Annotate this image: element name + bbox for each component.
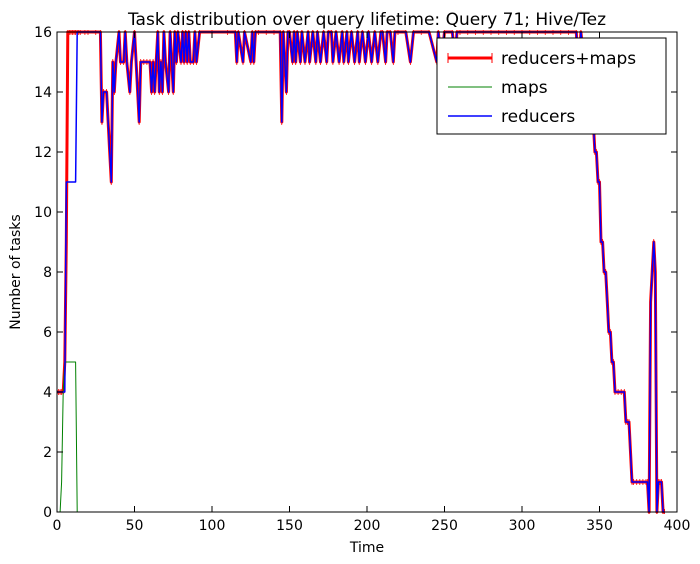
y-tick-label: 6: [43, 325, 52, 341]
x-tick-label: 200: [354, 518, 381, 534]
chart-title: Task distribution over query lifetime: Q…: [127, 10, 606, 30]
y-tick-label: 14: [34, 85, 52, 101]
x-axis-label: Time: [349, 540, 384, 556]
y-tick-label: 8: [43, 265, 52, 281]
plot-frame: [56, 31, 678, 513]
legend-label-maps: maps: [501, 78, 548, 98]
y-tick-label: 4: [43, 385, 52, 401]
y-axis-label: Number of tasks: [8, 214, 24, 329]
y-tick-label: 12: [34, 145, 52, 161]
y-tick-label: 10: [34, 205, 52, 221]
legend-label-reducers-maps: reducers+maps: [501, 49, 636, 69]
y-tick-label: 0: [43, 505, 52, 521]
x-tick-label: 250: [431, 518, 458, 534]
x-tick-label: 150: [276, 518, 303, 534]
x-tick-label: 350: [586, 518, 613, 534]
x-tick-label: 0: [53, 518, 62, 534]
x-tick-label: 50: [126, 518, 144, 534]
x-tick-label: 300: [509, 518, 536, 534]
legend: reducers+maps maps reducers: [436, 37, 667, 135]
legend-box: [436, 37, 667, 135]
x-tick-label: 100: [199, 518, 226, 534]
series-line-maps: [57, 361, 665, 513]
y-tick-label: 16: [34, 25, 52, 41]
legend-label-reducers: reducers: [501, 107, 575, 127]
y-tick-label: 2: [43, 445, 52, 461]
x-tick-label: 400: [664, 518, 691, 534]
